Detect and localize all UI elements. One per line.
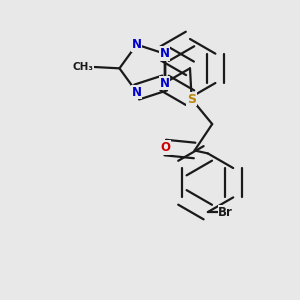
Text: Br: Br <box>218 206 233 219</box>
Text: S: S <box>187 93 196 106</box>
Text: O: O <box>160 141 170 154</box>
Text: N: N <box>132 85 142 99</box>
Text: CH₃: CH₃ <box>73 62 94 72</box>
Text: N: N <box>160 76 170 89</box>
Text: N: N <box>132 38 142 51</box>
Text: N: N <box>160 47 170 60</box>
